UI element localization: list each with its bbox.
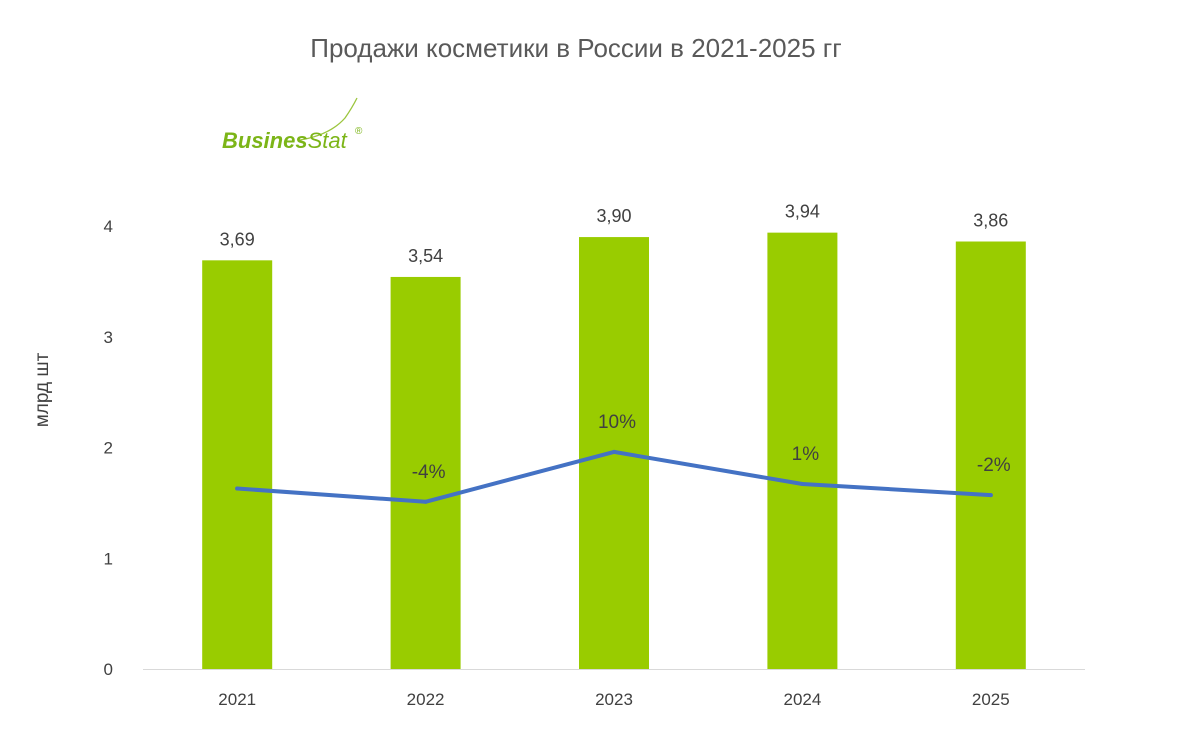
growth-label: -4% bbox=[412, 462, 446, 483]
logo-text-bold: Busines bbox=[222, 128, 308, 153]
x-tick-label: 2023 bbox=[595, 690, 633, 709]
svg-text:BusinesStat: BusinesStat bbox=[222, 128, 348, 153]
bars bbox=[202, 232, 1026, 669]
value-labels: 3,69 3,54 3,90 3,94 3,86 bbox=[220, 202, 1009, 266]
bar-value-label: 3,86 bbox=[973, 211, 1008, 231]
y-tick-label: 1 bbox=[104, 549, 113, 568]
chart-title: Продажи косметики в России в 2021-2025 г… bbox=[310, 33, 842, 63]
growth-point bbox=[423, 499, 428, 504]
bar-value-label: 3,90 bbox=[596, 206, 631, 226]
y-tick-label: 0 bbox=[104, 660, 113, 679]
growth-label: 10% bbox=[598, 412, 636, 433]
x-tick-label: 2024 bbox=[783, 690, 821, 709]
growth-point bbox=[612, 449, 616, 454]
growth-point bbox=[800, 482, 805, 487]
y-tick-label: 3 bbox=[104, 328, 113, 347]
bar-2024 bbox=[767, 232, 838, 669]
category-labels: 2021 2022 2023 2024 2025 bbox=[218, 690, 1009, 709]
growth-label: -2% bbox=[977, 455, 1011, 476]
y-axis-label: млрд шт bbox=[32, 352, 53, 427]
bar-2025 bbox=[955, 241, 1026, 669]
growth-label: 1% bbox=[792, 444, 820, 465]
bar-2022 bbox=[390, 276, 461, 669]
logo-text-regular: Stat bbox=[308, 128, 348, 153]
y-tick-label: 4 bbox=[104, 217, 113, 236]
growth-point bbox=[235, 486, 240, 491]
x-tick-label: 2021 bbox=[218, 690, 256, 709]
bar-value-label: 3,94 bbox=[785, 202, 820, 222]
y-axis-ticks: 0 1 2 3 4 bbox=[104, 217, 113, 679]
logo-swoosh-icon bbox=[299, 97, 358, 141]
x-tick-label: 2022 bbox=[407, 690, 445, 709]
x-tick-label: 2025 bbox=[972, 690, 1010, 709]
bar-2021 bbox=[202, 260, 273, 669]
y-tick-label: 2 bbox=[104, 439, 113, 458]
businesstat-logo: BusinesStat ® bbox=[222, 97, 363, 153]
bar-value-label: 3,69 bbox=[220, 229, 255, 249]
logo-registered-mark: ® bbox=[355, 126, 363, 137]
growth-point bbox=[988, 493, 993, 498]
growth-line-group: -4% 10% 1% -2% bbox=[235, 412, 1011, 504]
bar-value-label: 3,54 bbox=[408, 246, 443, 266]
